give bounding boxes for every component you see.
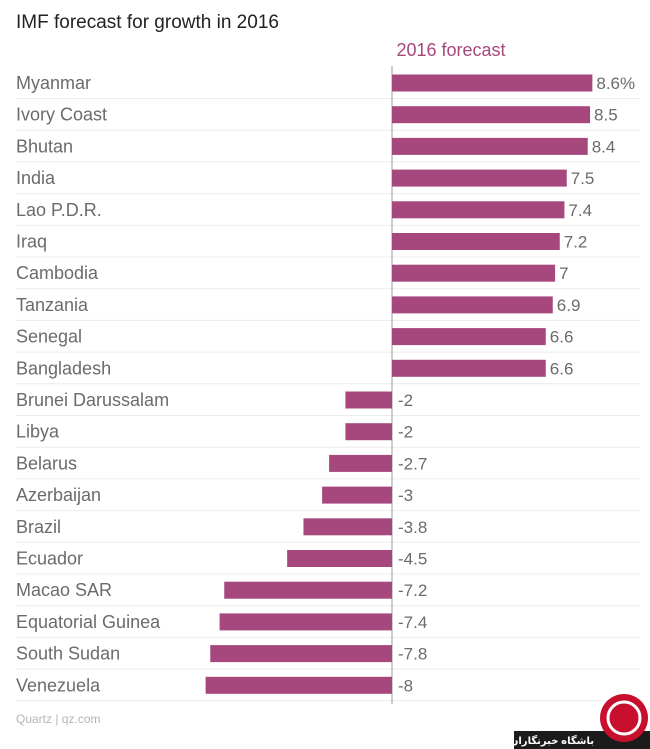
bar — [392, 74, 593, 92]
category-label: Senegal — [16, 327, 82, 347]
bar — [392, 359, 546, 377]
bar — [392, 201, 565, 219]
category-label: Belarus — [16, 453, 77, 473]
category-label: Bangladesh — [16, 358, 111, 378]
watermark-emblem-inner — [606, 700, 642, 736]
value-label: -7.8 — [398, 645, 427, 664]
value-labels: 8.6% 8.5 8.4 7.5 7.4 7.2 7 6.9 6.6 6.6 -2 -2 -2.7 -3 -… — [398, 74, 635, 695]
value-label: 6.6 — [550, 359, 574, 378]
gridlines — [16, 98, 640, 702]
category-label: South Sudan — [16, 644, 120, 664]
bar — [329, 454, 392, 472]
value-label: 6.9 — [557, 296, 581, 315]
bar — [392, 233, 560, 250]
category-label: Azerbaijan — [16, 485, 101, 505]
category-label: Ivory Coast — [16, 105, 107, 125]
category-label: Brunei Darussalam — [16, 390, 169, 410]
category-label: Brazil — [16, 517, 61, 537]
category-label: Bhutan — [16, 136, 73, 156]
value-label: -7.4 — [398, 613, 427, 632]
category-label: Tanzania — [16, 295, 89, 315]
category-label: India — [16, 168, 56, 188]
value-label: -2.7 — [398, 454, 427, 473]
bar — [303, 518, 392, 536]
value-label: 7.2 — [564, 233, 588, 252]
bar — [345, 391, 392, 409]
category-label: Equatorial Guinea — [16, 612, 161, 632]
bar — [392, 137, 588, 155]
category-label: Macao SAR — [16, 580, 112, 600]
bar — [392, 264, 556, 282]
value-label: 8.4 — [592, 137, 616, 156]
value-label: 6.6 — [550, 328, 574, 347]
bar — [392, 169, 567, 187]
bar — [224, 581, 392, 599]
value-label: -8 — [398, 676, 413, 695]
bar — [287, 550, 392, 567]
category-label: Lao P.D.R. — [16, 200, 102, 220]
value-label: 8.5 — [594, 106, 618, 125]
value-label: 7.5 — [571, 169, 595, 188]
category-label: Cambodia — [16, 263, 99, 283]
bar — [205, 676, 392, 694]
bar — [210, 645, 392, 663]
chart-title: IMF forecast for growth in 2016 — [16, 12, 279, 33]
category-labels: Myanmar Ivory Coast Bhutan India Lao P.D.R. I… — [16, 73, 169, 695]
series-legend-label: 2016 forecast — [396, 40, 505, 60]
bars — [205, 74, 593, 694]
category-label: Iraq — [16, 232, 47, 252]
category-label: Myanmar — [16, 73, 91, 93]
value-label: 7.4 — [568, 201, 592, 220]
value-label: -7.2 — [398, 581, 427, 600]
bar — [392, 328, 546, 346]
value-label: -2 — [398, 423, 413, 442]
value-label: 8.6% — [596, 74, 635, 93]
bar — [392, 106, 591, 124]
watermark-text: باشگاه خبرنگاران — [510, 734, 594, 747]
category-label: Venezuela — [16, 675, 101, 695]
value-label: -2 — [398, 391, 413, 410]
category-label: Ecuador — [16, 549, 83, 569]
bar — [219, 613, 392, 631]
bar — [345, 423, 392, 441]
category-label: Libya — [16, 422, 60, 442]
watermark-logo: باشگاه خبرنگاران — [510, 694, 650, 749]
value-label: 7 — [559, 264, 568, 283]
source-credit: Quartz | qz.com — [16, 712, 100, 726]
value-label: -3 — [398, 486, 413, 505]
value-label: -3.8 — [398, 518, 427, 537]
bar — [392, 296, 553, 314]
value-label: -4.5 — [398, 550, 427, 569]
bar — [322, 486, 392, 504]
